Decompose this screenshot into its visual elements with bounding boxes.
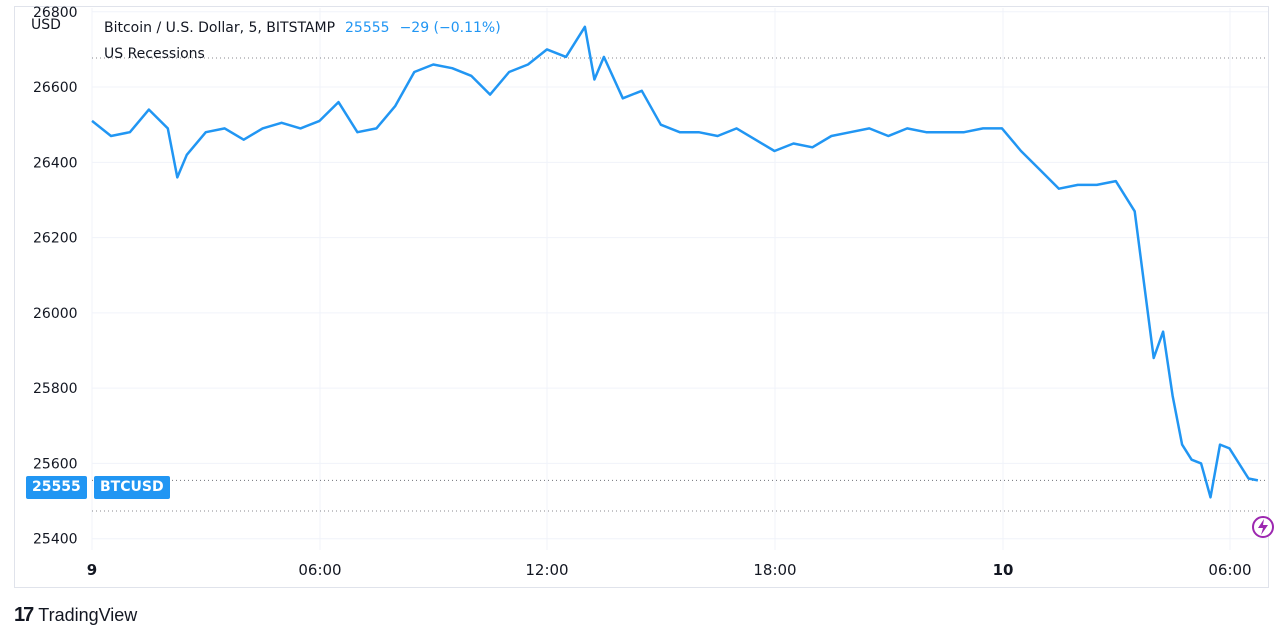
y-tick-label: 25400 <box>33 532 78 548</box>
x-tick-label: 06:00 <box>1208 561 1251 579</box>
price-change: −29 (−0.11%) <box>399 20 501 36</box>
y-tick-label: 26000 <box>33 306 78 322</box>
tradingview-logo-icon: 17 <box>14 604 34 626</box>
y-axis-ticks: 25400 25600 25800 26000 26200 26400 26600 26800 <box>33 5 78 548</box>
y-tick-label: 26400 <box>33 155 78 171</box>
chart-frame <box>14 6 1269 588</box>
price-series-line <box>91 25 1259 499</box>
last-price-value: 25555 <box>345 20 390 36</box>
x-tick-label: 06:00 <box>298 561 341 579</box>
y-tick-label: 26600 <box>33 80 78 96</box>
y-axis-currency-label: USD <box>31 17 61 33</box>
x-tick-label: 12:00 <box>525 561 568 579</box>
y-tick-label: 26800 <box>33 5 78 21</box>
alert-icon[interactable] <box>1252 516 1274 538</box>
series-legend[interactable]: Bitcoin / U.S. Dollar, 5, BITSTAMP 25555−… <box>104 20 501 36</box>
x-tick-label: 10 <box>993 561 1014 579</box>
x-tick-label: 9 <box>87 561 97 579</box>
y-tick-label: 25600 <box>33 456 78 472</box>
x-tick-label: 18:00 <box>753 561 796 579</box>
indicator-legend[interactable]: US Recessions <box>104 46 205 62</box>
ticker-badge: BTCUSD <box>94 476 170 499</box>
y-tick-label: 25800 <box>33 381 78 397</box>
brand-name: TradingView <box>38 605 138 625</box>
y-tick-label: 26200 <box>33 231 78 247</box>
tradingview-brand[interactable]: 17 TradingView <box>14 604 137 627</box>
symbol-description: Bitcoin / U.S. Dollar, 5, BITSTAMP <box>104 20 336 36</box>
x-axis-ticks: 9 06:00 12:00 18:00 10 06:00 <box>87 561 1252 579</box>
chart-grid <box>91 8 1268 550</box>
last-price-badge: 25555 <box>26 476 87 499</box>
